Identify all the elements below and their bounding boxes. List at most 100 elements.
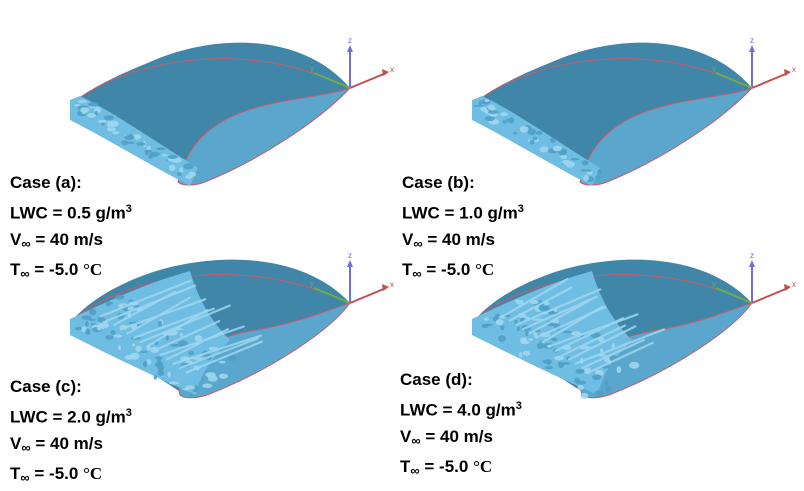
z-axis-arrowhead <box>347 45 353 52</box>
z-axis-label: z <box>348 36 352 45</box>
ice-rime-blob <box>472 104 484 107</box>
ice-rime-blob <box>539 146 549 153</box>
ice-rime-blob <box>165 334 169 341</box>
ice-rime-blob <box>482 323 493 327</box>
ice-rime-blob <box>502 120 507 124</box>
ice-rime-blob <box>580 169 586 172</box>
ice-rime-blob <box>188 350 195 356</box>
ice-rime-blob <box>525 330 529 337</box>
case-label: Case (a): <box>10 173 82 192</box>
ice-rime-blob <box>561 361 571 365</box>
ice-rime-blob <box>532 136 537 141</box>
z-axis-label: z <box>750 251 754 260</box>
ice-accretion <box>472 271 666 399</box>
ice-rime-blob <box>505 118 510 123</box>
ice-rime-blob <box>189 393 193 398</box>
ice-rime-blob <box>105 335 114 340</box>
ice-rime-blob <box>516 326 521 331</box>
ice-streak <box>501 277 569 318</box>
velocity-label: V∞ = 40 m/s <box>10 229 103 251</box>
iced-wing-render: z x y <box>70 36 394 186</box>
iced-wing-render: z x y <box>472 251 796 399</box>
ice-rime-blob <box>565 161 575 168</box>
ice-rime-blob <box>577 384 584 391</box>
ice-rime-blob <box>570 157 580 161</box>
velocity-label: V∞ = 40 m/s <box>402 229 495 251</box>
z-axis-label: z <box>348 251 352 260</box>
lwc-label: LWC = 0.5 g/m3 <box>10 203 132 223</box>
ice-rime-blob <box>144 151 149 156</box>
y-axis <box>715 72 753 89</box>
coordinate-axes: z x y <box>310 36 394 89</box>
ice-streak <box>541 305 604 344</box>
ice-rime-blob <box>190 172 196 177</box>
ice-streak <box>561 324 627 357</box>
ice-rime-blob <box>616 366 622 374</box>
ice-rime-blob <box>106 120 112 128</box>
ice-rime-blob <box>195 385 199 391</box>
z-axis-arrowhead <box>347 260 353 267</box>
ice-rime-blob <box>135 345 142 352</box>
ice-rime-blob <box>97 119 107 124</box>
ice-rime-blob <box>508 117 515 124</box>
ice-rime-blob <box>218 360 226 364</box>
ice-streak <box>567 325 637 361</box>
ice-rime-blob <box>135 134 142 139</box>
y-axis <box>715 287 753 304</box>
ice-rime-blob <box>522 350 531 356</box>
z-axis-arrowhead <box>749 260 755 267</box>
y-axis <box>313 287 351 304</box>
ice-rime-blob <box>574 377 580 384</box>
ice-rime-blob <box>153 374 157 380</box>
caption: Case (c): LWC = 2.0 g/m3 V∞ = 40 m/s T∞ … <box>10 374 132 491</box>
ice-rime-blob <box>629 361 640 369</box>
panel-case-d: z x y Case (d): LWC = 4.0 g/m3 V∞ = 40 m/s… <box>400 245 804 490</box>
ice-band <box>70 96 198 186</box>
ice-rime-blob <box>498 335 506 342</box>
ice-rime-blob <box>219 373 228 379</box>
ice-rime-blob <box>100 122 105 126</box>
caption: Case (d): LWC = 4.0 g/m3 V∞ = 40 m/s T∞ … <box>400 367 522 484</box>
ice-rime-blob <box>80 107 90 113</box>
ice-rime-blob <box>103 115 114 121</box>
ice-rime-blob <box>146 146 151 150</box>
ice-rime-blob <box>595 175 601 179</box>
lwc-label: LWC = 1.0 g/m3 <box>402 203 524 223</box>
ice-rime-blob <box>480 107 488 112</box>
ice-streak <box>106 284 197 322</box>
ice-rime-blob <box>544 366 554 370</box>
ice-rime-blob <box>552 145 563 152</box>
ice-streak <box>172 334 262 365</box>
y-axis-label: y <box>310 279 314 288</box>
ice-rime-blob <box>528 338 534 341</box>
ice-rime-blob <box>604 379 609 386</box>
ice-rime-blob <box>157 364 165 371</box>
x-axis <box>349 287 387 304</box>
ice-rime-blob <box>169 343 181 347</box>
ice-rime-blob <box>78 99 87 104</box>
ice-rime-blob <box>584 169 592 172</box>
ice-rime-blob <box>535 131 543 135</box>
ice-rime-blob <box>538 305 548 311</box>
ice-rime-blob <box>179 332 183 337</box>
ice-rime-blob <box>592 374 602 380</box>
ice-streak <box>554 317 625 352</box>
x-axis-label: x <box>792 280 796 289</box>
ice-rime-blob <box>550 137 556 143</box>
ice-streak <box>113 290 177 326</box>
ice-accretion <box>70 271 263 398</box>
ice-rime-blob <box>500 112 508 117</box>
ice-rime-blob <box>89 308 97 316</box>
ice-streak <box>146 309 209 348</box>
ice-rime-blob <box>168 381 180 385</box>
ice-streak <box>185 340 263 374</box>
ice-rime-blob <box>115 294 125 300</box>
ice-rime-blob <box>133 305 140 308</box>
coordinate-axes: z x y <box>712 36 796 89</box>
ice-rime-blob <box>520 340 530 345</box>
ice-rime-blob <box>177 172 182 176</box>
ice-rime-blob <box>519 351 523 358</box>
ice-rime-blob <box>575 368 585 374</box>
velocity-label: V∞ = 40 m/s <box>10 433 103 455</box>
x-axis-label: x <box>792 65 796 74</box>
